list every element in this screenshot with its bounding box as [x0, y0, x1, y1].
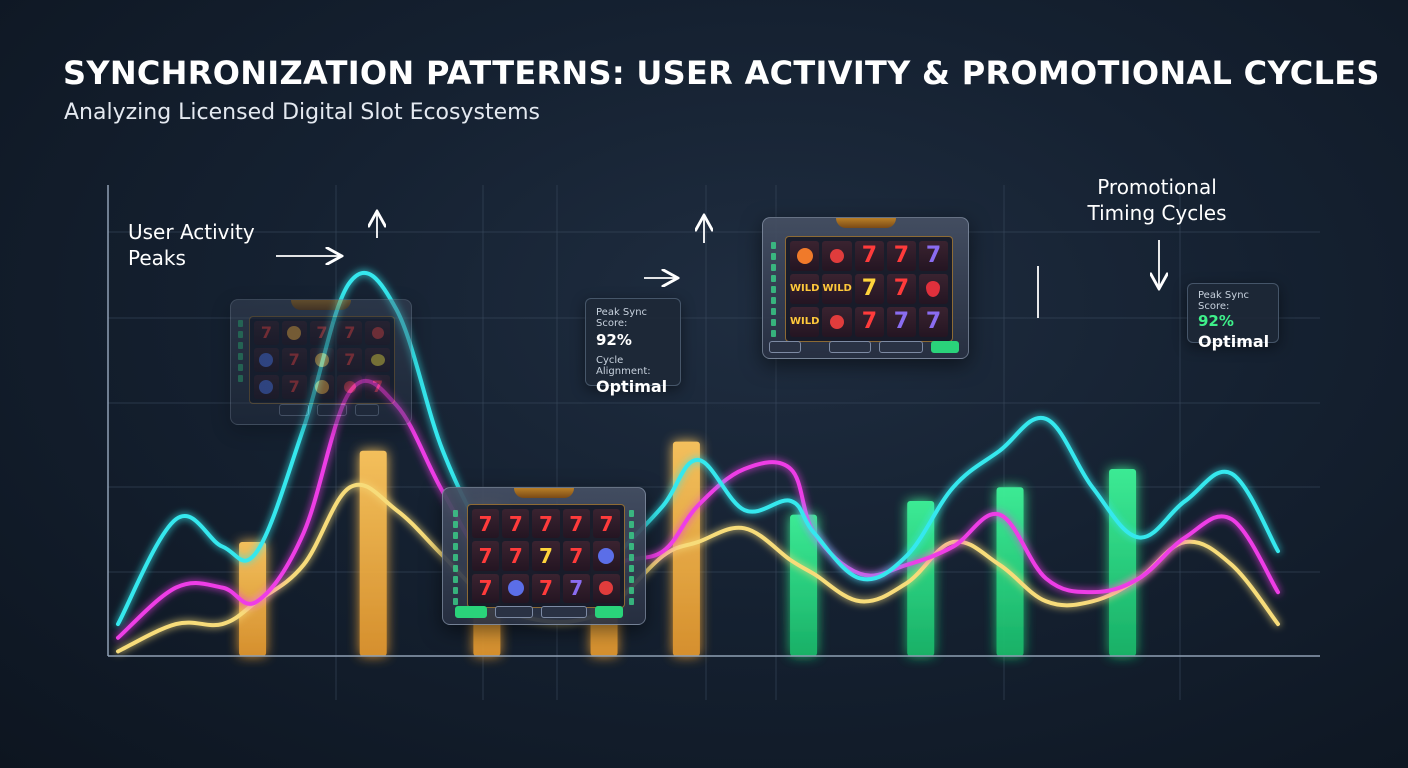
- cycle-alignment-value: Optimal: [1198, 332, 1270, 351]
- user-activity-label-line1: User Activity: [128, 220, 255, 244]
- seven-symbol: 7: [502, 541, 530, 571]
- promotional-cycle-bar: [790, 514, 818, 656]
- seven-symbol: 7: [918, 307, 948, 337]
- slot-machine-left: 7 7 7 7 7 7 7: [230, 299, 412, 425]
- cycle-alignment-label: Cycle Alignment:: [596, 355, 651, 377]
- cyan-series-line: [116, 270, 1280, 627]
- seven-symbol: 7: [562, 541, 590, 571]
- slot-machine-center: 7 7 7 7 7 7 7 7 7 7 7 7: [442, 487, 646, 625]
- grid: [108, 185, 1320, 700]
- seven-symbol: 7: [562, 573, 590, 603]
- slot-controls: [279, 404, 379, 416]
- seven-symbol: 7: [532, 573, 560, 603]
- promotional-cycle-bar: [1109, 469, 1137, 656]
- promotional-cycle-bar: [907, 500, 935, 656]
- slot-crown: [291, 300, 351, 310]
- wild-symbol: WILD: [822, 274, 852, 304]
- peak-sync-score-label: Peak Sync Score:: [596, 307, 648, 329]
- seven-symbol: 7: [854, 241, 884, 271]
- promo-timing-label-line1: Promotional: [1097, 175, 1217, 199]
- orange-symbol: [790, 241, 820, 271]
- seven-symbol: 7: [918, 241, 948, 271]
- plum-symbol: [254, 375, 279, 399]
- cherry-symbol: [365, 321, 390, 345]
- seven-symbol: 7: [886, 274, 916, 304]
- seven-symbol: 7: [886, 307, 916, 337]
- user-activity-label-line2: Peaks: [128, 246, 186, 270]
- slot-reels: 7 7 7 7 7 7 7: [249, 316, 395, 404]
- annotation-arrows: [276, 213, 1159, 318]
- cherry-symbol: [592, 573, 620, 603]
- slot-paylines: [771, 242, 776, 337]
- seven-symbol: 7: [562, 509, 590, 539]
- seven-symbol: 7: [854, 274, 884, 304]
- seven-symbol: 7: [254, 321, 279, 345]
- promo-timing-label-line2: Timing Cycles: [1087, 201, 1227, 225]
- seven-symbol: 7: [365, 375, 390, 399]
- bar-series: [239, 441, 1137, 656]
- plum-symbol: [592, 541, 620, 571]
- slot-paylines: [453, 510, 458, 605]
- plum-symbol: [502, 573, 530, 603]
- magenta-series-line: [116, 378, 1280, 640]
- slot-crown: [514, 488, 574, 498]
- slot-controls: [455, 606, 623, 618]
- slot-machine-right: 7 7 7 WILD WILD 7 7 WILD 7 7 7: [762, 217, 969, 359]
- user-activity-bar: [359, 450, 387, 656]
- strawberry-symbol: [918, 274, 948, 304]
- plum-symbol: [254, 348, 279, 372]
- user-activity-bar: [672, 441, 700, 656]
- page-title: SYNCHRONIZATION PATTERNS: USER ACTIVITY …: [63, 54, 1380, 92]
- peak-sync-score-value: 92%: [596, 331, 632, 349]
- seven-symbol: 7: [502, 509, 530, 539]
- melon-symbol: [281, 321, 307, 345]
- seven-symbol: 7: [472, 573, 500, 603]
- seven-symbol: 7: [532, 509, 560, 539]
- seven-symbol: 7: [886, 241, 916, 271]
- seven-symbol: 7: [337, 321, 363, 345]
- seven-symbol: 7: [281, 348, 307, 372]
- cherry-symbol: [822, 241, 852, 271]
- seven-symbol: 7: [854, 307, 884, 337]
- axes: [107, 185, 1320, 657]
- orange-symbol: [309, 348, 335, 372]
- seven-symbol: 7: [281, 375, 307, 399]
- wild-symbol: WILD: [790, 307, 820, 337]
- seven-symbol: 7: [472, 541, 500, 571]
- slot-controls: [769, 341, 959, 353]
- sync-stats-card-right: Peak Sync Score: 92% Optimal: [1187, 283, 1279, 351]
- cherry-symbol: [822, 307, 852, 337]
- slot-paylines: [238, 320, 243, 382]
- peak-sync-score-value: 92%: [1198, 312, 1234, 330]
- cycle-alignment-value: Optimal: [596, 377, 668, 396]
- user-activity-label: User Activity Peaks: [128, 219, 255, 271]
- slot-reels: 7 7 7 WILD WILD 7 7 WILD 7 7 7: [785, 236, 953, 342]
- line-series: [116, 270, 1280, 654]
- slot-paylines: [629, 510, 634, 605]
- yellow-series-line: [116, 482, 1280, 654]
- sync-stats-card-left: Peak Sync Score: 92% Cycle Alignment: Op…: [585, 298, 681, 396]
- lemon-symbol: [365, 348, 390, 372]
- slot-reels: 7 7 7 7 7 7 7 7 7 7 7 7: [467, 504, 625, 608]
- seven-symbol: 7: [309, 321, 335, 345]
- user-activity-bar: [239, 542, 267, 656]
- promo-timing-label: Promotional Timing Cycles: [1082, 174, 1232, 226]
- slot-crown: [835, 218, 896, 228]
- page-subtitle: Analyzing Licensed Digital Slot Ecosyste…: [64, 100, 541, 125]
- peak-sync-score-label: Peak Sync Score:: [1198, 290, 1250, 312]
- cherry-symbol: [337, 375, 363, 399]
- seven-symbol: 7: [472, 509, 500, 539]
- seven-symbol: 7: [532, 541, 560, 571]
- orange-symbol: [309, 375, 335, 399]
- seven-symbol: 7: [592, 509, 620, 539]
- wild-symbol: WILD: [790, 274, 820, 304]
- seven-symbol: 7: [337, 348, 363, 372]
